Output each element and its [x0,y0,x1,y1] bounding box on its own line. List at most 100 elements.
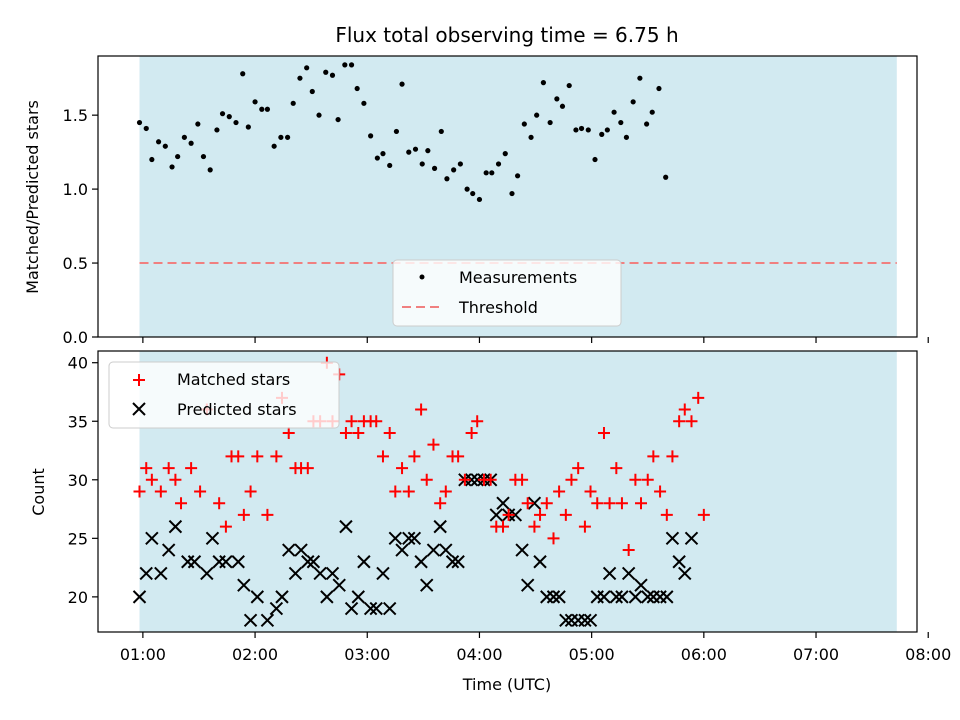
predicted-star-point [552,590,566,604]
measurements-series [136,62,669,203]
matched-star-point [572,462,585,475]
measurement-point [559,103,566,109]
measurement-point [547,119,553,126]
matched-star-point [145,473,158,486]
measurement-point [528,134,534,140]
measurement-point [162,143,168,149]
measurement-point [309,88,315,95]
matched-star-point [591,497,604,510]
measurement-point [278,134,284,140]
x-tick-label: 06:00 [681,645,727,664]
predicted-star-point [508,508,523,522]
measurement-point [419,161,425,167]
x-axis-label: Time (UTC) [462,675,551,694]
predicted-star-point [219,555,233,569]
matched-star-point [439,485,452,498]
predicted-star-point [294,543,308,557]
predicted-star-point [489,508,503,522]
x-tick-label: 02:00 [232,645,278,664]
predicted-star-point [433,519,447,534]
predicted-star-point [583,613,598,627]
predicted-star-point [634,578,648,592]
predicted-star-point [439,543,453,557]
matched-star-point [244,485,257,498]
predicted-star-point [344,601,359,616]
matched-star-point [396,462,409,475]
top-y-tick-label: 1.0 [63,180,88,199]
measurement-point [214,127,220,133]
bottom-panel: 20 25 30 35 40 01:00 02:00 03:00 04:00 05:00 06:0… [29,350,951,694]
matched-star-point [133,485,146,498]
matched-star-point [465,426,478,439]
measurement-point [259,106,265,112]
measurement-point [399,81,405,87]
measurement-point [540,80,547,86]
predicted-star-point [628,590,643,604]
matched-star-point [521,497,534,510]
matched-star-point [376,450,389,463]
predicted-star-point [407,531,422,546]
predicted-star-point [132,590,147,604]
bottom-legend: Matched stars Predicted stars [108,361,340,429]
bottom-y-tick-label: 40 [68,354,88,373]
top-axes-frame [97,55,918,338]
matched-star-point [629,473,642,486]
predicted-star-point [395,543,409,557]
measurement-point [618,119,624,126]
matched-star-point [237,508,250,521]
predicted-star-point [369,601,383,616]
bottom-y-ticks: 20 25 30 35 40 [68,354,98,607]
matched-star-point [622,544,635,557]
top-y-tick-label: 0.0 [63,328,88,347]
top-y-axis-label: Matched/Predicted stars [23,100,42,294]
predicted-star-point [496,496,510,510]
predicted-star-point [363,601,378,616]
measurement-point [316,112,322,118]
top-y-ticks: 0.0 0.5 1.0 1.5 [63,106,98,347]
legend-matched-marker [133,374,145,386]
predicted-star-point [520,578,535,592]
measurement-point [502,151,508,157]
bottom-legend-box [108,361,340,429]
matched-star-point [261,508,274,521]
matched-star-point [647,450,660,463]
measurement-point [521,121,527,127]
measurement-point [181,134,187,140]
matched-star-point [635,497,648,510]
measurement-point [566,82,572,89]
bottom-y-tick-label: 25 [68,529,88,548]
measurement-point [534,112,540,118]
measurement-point [592,156,598,163]
predicted-star-point [527,496,542,510]
measurement-point [240,71,246,77]
measurement-point [207,167,213,173]
measurement-point [368,133,374,139]
predicted-star-point [187,555,202,569]
matched-star-point [389,485,402,498]
matched-star-point [565,473,578,486]
measurement-point [290,100,296,106]
matched-star-point [641,473,654,486]
legend-predicted-label: Predicted stars [177,400,297,419]
measurement-point [451,167,457,173]
predicted-star-point [320,590,334,604]
matched-star-point [370,415,383,428]
x-tick-label: 03:00 [344,645,390,664]
predicted-star-point [139,566,153,581]
matched-star-point [553,485,566,498]
measurement-point [143,125,149,132]
matched-star-point [282,426,295,439]
matched-star-point [697,508,710,521]
measurement-point [264,106,271,112]
predicted-star-point [250,590,265,604]
measurement-point [226,114,232,120]
measurement-point [464,186,470,192]
measurement-point [175,153,181,160]
measurement-point [252,99,258,105]
measurement-point [342,62,348,68]
matched-star-point [458,473,471,486]
matched-star-point [339,426,352,439]
legend-predicted-marker [132,402,146,416]
measurement-point [285,134,291,140]
predicted-star-point [621,566,636,581]
